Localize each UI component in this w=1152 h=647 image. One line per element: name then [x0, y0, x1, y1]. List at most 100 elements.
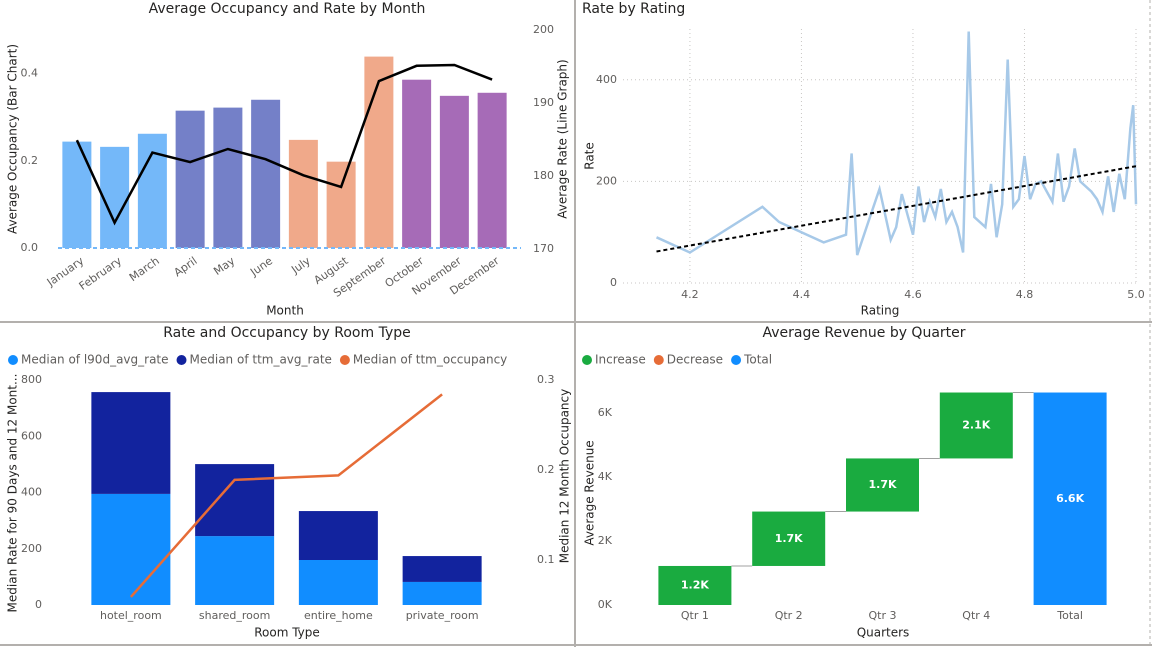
x-tick-label: 5.0	[1127, 288, 1145, 301]
rate-line	[75, 63, 493, 226]
bar-segment	[402, 581, 482, 605]
legend-label: Decrease	[667, 353, 723, 367]
legend-swatch	[8, 355, 18, 365]
x-tick-label: February	[77, 254, 125, 293]
y-tick-label: 0.4	[21, 67, 39, 80]
trend-line	[656, 165, 1137, 253]
bar	[326, 161, 356, 248]
y-tick-label: 190	[533, 96, 554, 109]
bar-segment	[91, 493, 171, 605]
legend-label: Median of ttm_avg_rate	[190, 353, 332, 367]
bar	[752, 511, 826, 566]
y-tick-label: 400	[596, 73, 617, 86]
y-tick-label: 2K	[598, 534, 613, 547]
x-tick-label: 4.2	[681, 288, 699, 301]
legend-label: Increase	[595, 353, 646, 367]
y-tick-label: 180	[533, 169, 554, 182]
x-axis-title: Room Type	[254, 626, 320, 640]
x-tick-label: entire_home	[304, 609, 373, 622]
legend-swatch	[653, 355, 664, 365]
chart-title: Average Occupancy and Rate by Month	[149, 1, 426, 17]
y-tick-label: 0.3	[537, 373, 555, 386]
bar	[439, 95, 469, 248]
x-tick-label: shared_room	[199, 609, 270, 622]
legend-swatch	[731, 355, 742, 365]
bar	[251, 99, 281, 248]
y-tick-label: 4K	[598, 470, 613, 483]
x-axis-title: Rating	[861, 304, 900, 318]
legend-label: Total	[743, 353, 772, 367]
legend-swatch	[582, 355, 592, 365]
chart-title: Rate by Rating	[582, 1, 685, 17]
y-tick-label: 0.1	[537, 553, 555, 566]
bar-segment	[195, 464, 275, 537]
bar-segment	[298, 560, 378, 605]
y-tick-label: 0.2	[21, 154, 39, 167]
y-tick-label: 170	[533, 242, 554, 255]
y-axis-title: Median Rate for 90 Days and 12 Mont...	[6, 374, 20, 613]
x-tick-label: hotel_room	[100, 609, 162, 622]
bar	[477, 92, 507, 248]
y-tick-label: 6K	[598, 406, 613, 419]
data-label: 6.6K	[1056, 492, 1084, 505]
chart-title: Average Revenue by Quarter	[762, 325, 965, 341]
bar	[100, 146, 130, 248]
legend-swatch	[176, 355, 187, 365]
bar	[62, 141, 92, 248]
x-tick-label: June	[247, 254, 275, 279]
bar-segment	[298, 511, 378, 560]
legend-label: Median of ttm_occupancy	[353, 353, 507, 367]
y-tick-label: 400	[21, 486, 42, 499]
bar	[213, 107, 243, 248]
legend-label: Median of l90d_avg_rate	[21, 353, 169, 367]
bar	[364, 56, 394, 248]
data-label: 1.7K	[868, 478, 896, 491]
y-tick-label: 800	[21, 373, 42, 386]
y2-axis-title: Median 12 Month Occupancy	[558, 389, 572, 564]
y-tick-label: 200	[21, 542, 42, 555]
y-tick-label: 200	[533, 23, 554, 36]
y-tick-label: 0	[610, 276, 617, 289]
x-tick-label: Qtr 3	[869, 609, 897, 622]
y-axis-title: Average Occupancy (Bar Chart)	[6, 44, 20, 234]
bar	[939, 392, 1013, 459]
x-tick-label: Qtr 4	[962, 609, 990, 622]
x-axis-title: Month	[266, 304, 304, 318]
bar	[846, 458, 919, 512]
y-tick-label: 600	[21, 429, 42, 442]
bar-segment	[402, 556, 482, 582]
bar-segment	[91, 392, 171, 494]
x-tick-label: July	[288, 254, 313, 277]
bar	[175, 110, 205, 248]
y2-axis-title: Average Rate (Line Graph)	[556, 59, 570, 218]
bar	[1033, 392, 1107, 605]
y-axis-title: Average Revenue	[583, 440, 597, 545]
x-tick-label: Total	[1056, 609, 1083, 622]
x-tick-label: private_room	[406, 609, 479, 622]
chart-title: Rate and Occupancy by Room Type	[163, 325, 411, 341]
data-label: 1.7K	[775, 532, 803, 545]
occupancy-line	[129, 393, 443, 598]
data-label: 2.1K	[962, 418, 990, 431]
y-tick-label: 0	[35, 598, 42, 611]
bar	[137, 133, 167, 248]
data-label: 1.2K	[681, 578, 709, 591]
x-tick-label: May	[211, 254, 237, 278]
bar	[402, 79, 432, 248]
legend-swatch	[339, 355, 350, 365]
x-tick-label: 4.8	[1016, 288, 1034, 301]
rate-line	[655, 31, 1138, 256]
x-tick-label: April	[172, 254, 200, 279]
x-tick-label: March	[127, 254, 162, 284]
x-axis-title: Quarters	[857, 626, 910, 640]
y-tick-label: 0.0	[21, 241, 39, 254]
x-tick-label: 4.4	[793, 288, 811, 301]
x-tick-label: Qtr 1	[681, 609, 709, 622]
y-tick-label: 0.2	[537, 463, 555, 476]
y-tick-label: 200	[596, 174, 617, 187]
y-axis-title: Rate	[583, 142, 597, 170]
bar	[658, 565, 732, 605]
x-tick-label: 4.6	[904, 288, 922, 301]
